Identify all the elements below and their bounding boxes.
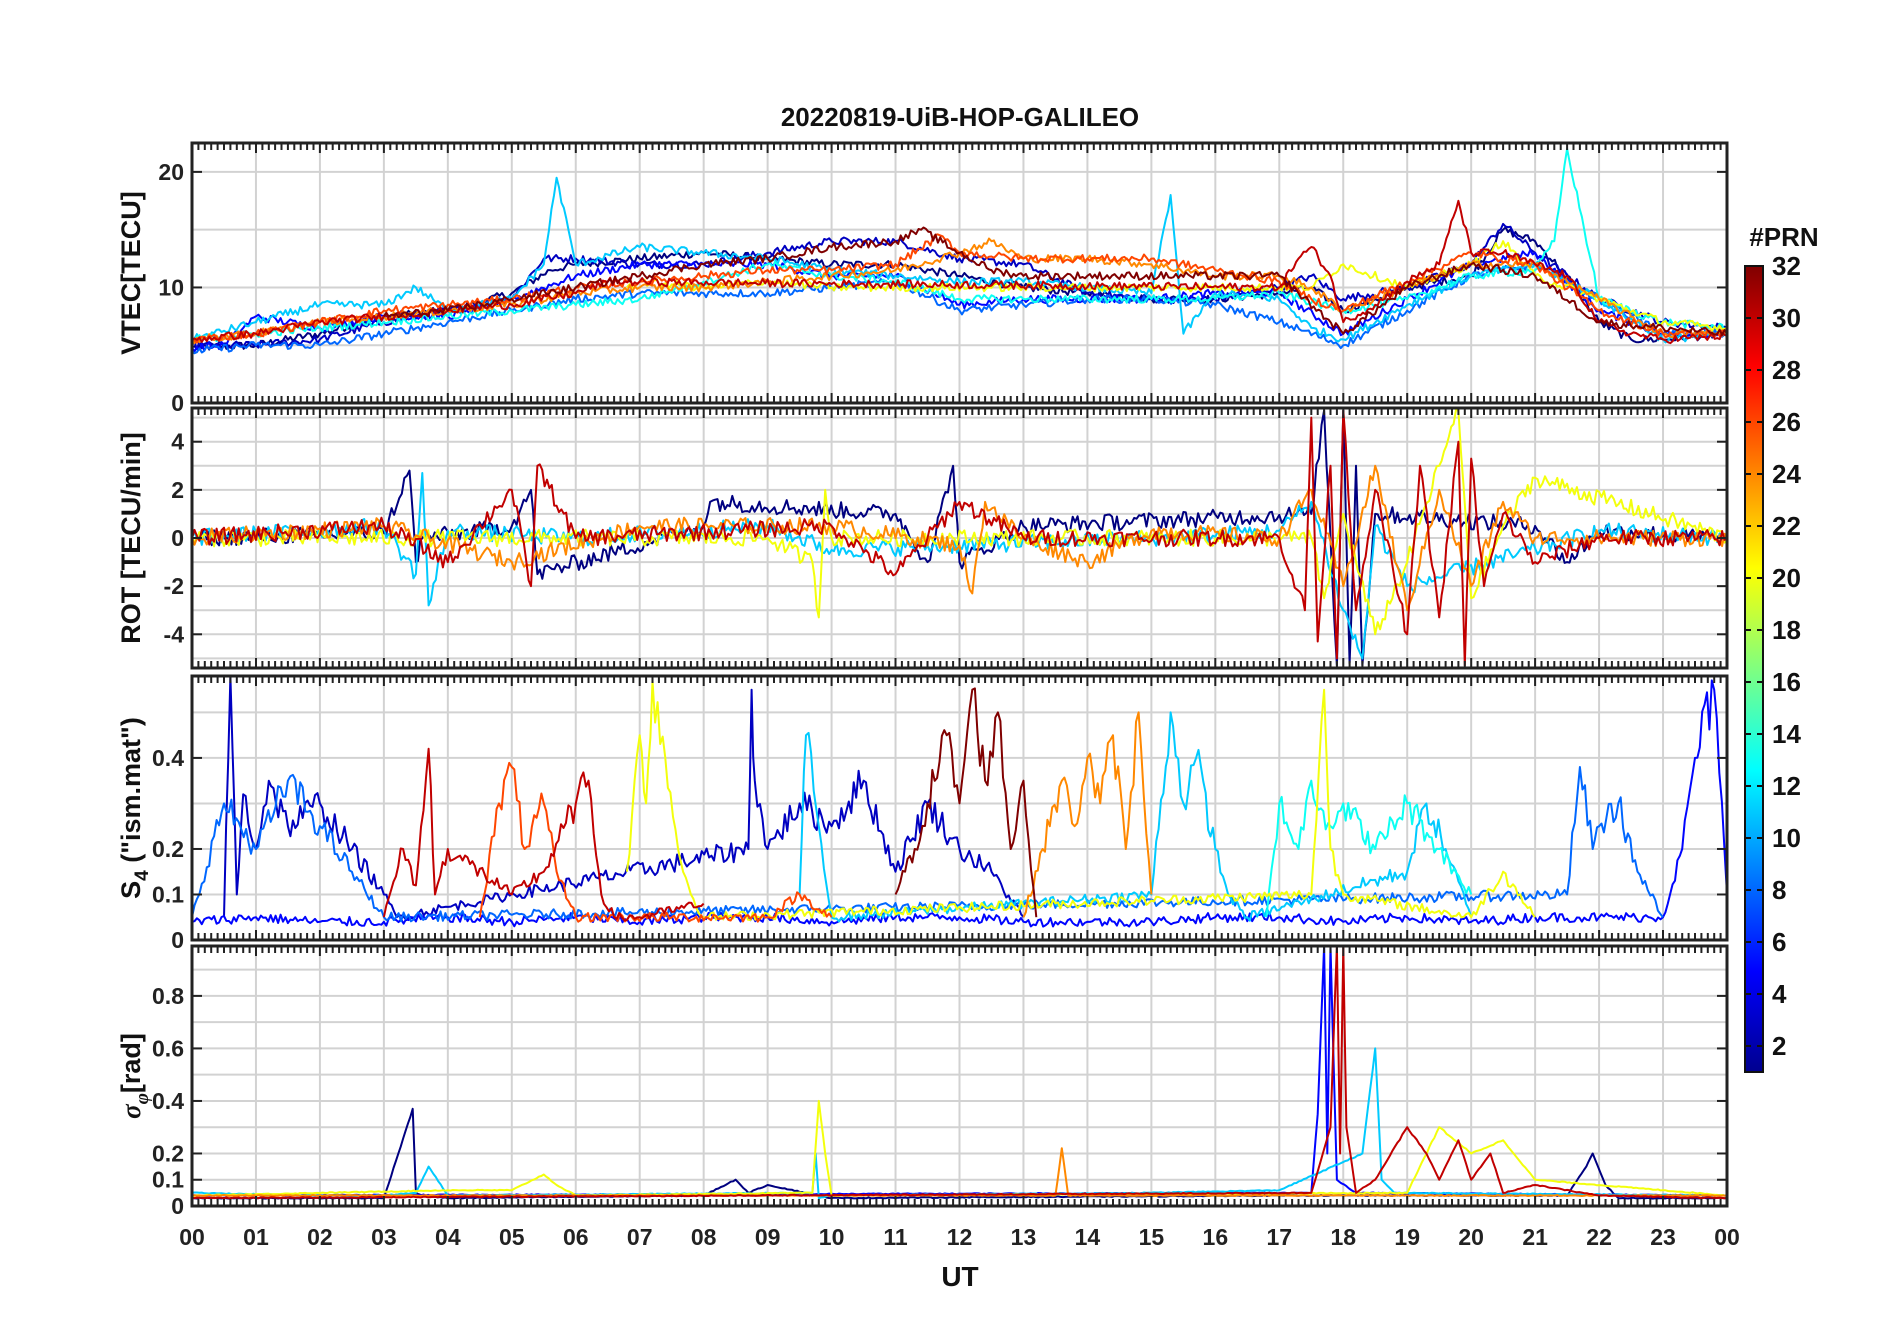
colorbar-tick-label: 10: [1772, 823, 1801, 853]
y-tick-label: 0: [171, 390, 184, 416]
colorbar-tick-label: 28: [1772, 355, 1801, 385]
y-tick-label: 0.2: [152, 1140, 184, 1166]
colorbar-tick-label: 20: [1772, 563, 1801, 593]
x-tick-label: 17: [1266, 1224, 1292, 1250]
chart-title: 20220819-UiB-HOP-GALILEO: [781, 102, 1139, 132]
y-tick-label: 0.8: [152, 983, 184, 1009]
colorbar-label: #PRN: [1749, 222, 1818, 252]
series-prn-30: [192, 946, 1727, 1200]
series-group: [192, 147, 1727, 355]
y-tick-label: 0.1: [152, 1167, 184, 1193]
x-tick-label: 05: [499, 1224, 525, 1250]
colorbar-tick-label: 6: [1772, 927, 1786, 957]
y-tick-label: 0.4: [152, 1088, 184, 1114]
series-prn-32: [383, 226, 1727, 337]
x-tick-label: 07: [627, 1224, 653, 1250]
panel-rot: -4 -2 0 2 4 ROT [TECU/min]: [116, 406, 1729, 670]
series-prn-13: [1265, 779, 1473, 918]
x-ticks: [191, 143, 1728, 403]
x-tick-label: 10: [819, 1224, 845, 1250]
series-prn-30: [382, 747, 705, 922]
x-tick-label: 20: [1458, 1224, 1484, 1250]
colorbar-tick-label: 24: [1772, 459, 1801, 489]
x-tick-label: 22: [1586, 1224, 1612, 1250]
series-prn-13: [192, 147, 1727, 343]
y-tick-label: 10: [158, 274, 184, 300]
series-prn-24: [1022, 711, 1153, 918]
x-tick-label: 23: [1650, 1224, 1676, 1250]
x-tick-label: 12: [947, 1224, 973, 1250]
x-tick-label: 03: [371, 1224, 397, 1250]
x-tick-labels: 00 01 02 03 04 05 06 07 08 09 10 11 12 13 14 15 16 17 18 19…: [179, 1224, 1740, 1250]
colorbar-tick-label: 26: [1772, 407, 1801, 437]
colorbar-tick-label: 32: [1772, 251, 1801, 281]
x-tick-label: 13: [1011, 1224, 1037, 1250]
y-tick-label: 0.2: [152, 836, 184, 862]
x-tick-label: 00: [1714, 1224, 1740, 1250]
colorbar-tick-label: 4: [1772, 979, 1787, 1009]
x-axis-label: UT: [941, 1261, 978, 1292]
colorbar-tick-label: 18: [1772, 615, 1801, 645]
x-tick-label: 14: [1075, 1224, 1101, 1250]
series-group: [192, 409, 1727, 667]
series-prn-24: [192, 464, 1727, 612]
panel-vtec: 0 10 20 VTEC[TECU]: [116, 141, 1729, 416]
y-tick-label: 0.6: [152, 1035, 184, 1061]
y-tick-label: 0.4: [152, 745, 184, 771]
y-tick-label: 20: [158, 159, 184, 185]
colorbar-tick-label: 8: [1772, 875, 1786, 905]
series-prn-20: [625, 679, 1536, 921]
series-group: [192, 676, 1727, 928]
x-tick-label: 02: [307, 1224, 333, 1250]
x-tick-label: 00: [179, 1224, 205, 1250]
y-tick-label: 0: [171, 525, 184, 551]
x-tick-label: 01: [243, 1224, 269, 1250]
y-tick-label: 0: [171, 927, 184, 953]
y-axis-label: σφ[rad]: [116, 1033, 153, 1119]
colorbar-gradient: [1744, 265, 1764, 1073]
x-tick-label: 11: [883, 1224, 908, 1250]
panel-s4: 0 0.1 0.2 0.4S4 ("ism.mat"): [116, 674, 1729, 953]
y-tick-label: 0: [171, 1193, 184, 1219]
x-ticks: [191, 676, 1728, 940]
colorbar-tick-label: 2: [1772, 1031, 1786, 1061]
series-prn-11: [192, 472, 1727, 660]
x-tick-label: 19: [1394, 1224, 1420, 1250]
x-tick-label: 04: [435, 1224, 461, 1250]
x-tick-label: 15: [1139, 1224, 1165, 1250]
colorbar-tick-label: 30: [1772, 303, 1801, 333]
y-tick-label: 4: [171, 429, 184, 455]
colorbar-tick-label: 16: [1772, 667, 1801, 697]
x-tick-label: 18: [1330, 1224, 1356, 1250]
colorbar-tick-label: 22: [1772, 511, 1801, 541]
x-tick-label: 09: [755, 1224, 781, 1250]
y-tick-label: -2: [164, 573, 184, 599]
y-axis-label: S4 ("ism.mat"): [116, 717, 153, 899]
x-tick-label: 08: [691, 1224, 717, 1250]
y-tick-label: 0.1: [152, 881, 184, 907]
series-prn-30: [192, 409, 1727, 667]
y-tick-label: 2: [171, 477, 184, 503]
x-ticks: [191, 946, 1728, 1206]
y-axis-label: VTEC[TECU]: [116, 191, 146, 355]
x-tick-label: 16: [1203, 1224, 1229, 1250]
series-prn-26: [478, 761, 833, 923]
x-ticks: [191, 408, 1728, 668]
panel-sigma: 00.10.2 0.4 0.6 0.8 σφ[rad]: [116, 944, 1729, 1219]
y-tick-label: -4: [164, 621, 185, 647]
series-prn-32: [894, 687, 1038, 918]
colorbar-tick-label: 12: [1772, 771, 1801, 801]
x-tick-label: 21: [1522, 1224, 1548, 1250]
series-prn-3: [223, 676, 1025, 922]
x-tick-label: 06: [563, 1224, 589, 1250]
series-group: [192, 946, 1727, 1200]
colorbar-tick-label: 14: [1772, 719, 1801, 749]
y-axis-label: ROT [TECU/min]: [116, 432, 146, 643]
